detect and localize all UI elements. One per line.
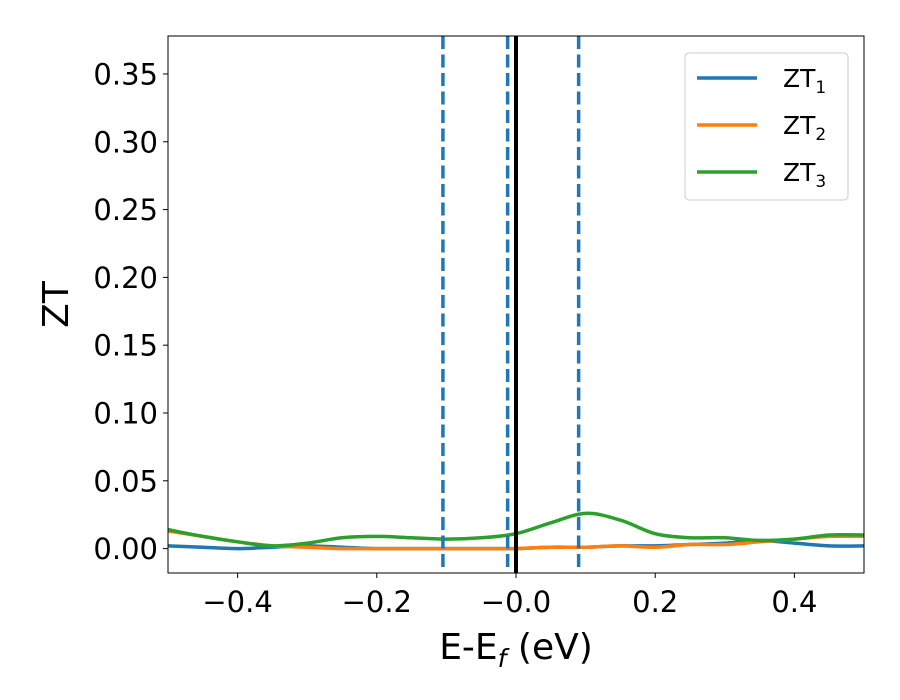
x-tick-label: 0.4 bbox=[771, 585, 817, 619]
y-tick-label: 0.20 bbox=[93, 261, 158, 295]
x-axis-title: E-Ef (eV) bbox=[439, 627, 593, 673]
x-tick-label: −0.2 bbox=[342, 585, 412, 619]
legend-label-1: ZT1 bbox=[783, 64, 826, 98]
legend-box bbox=[684, 52, 849, 201]
y-axis-ticks: 0.00 0.05 0.10 0.15 0.20 0.25 0.30 0.35 bbox=[93, 57, 168, 566]
x-tick-label: 0.2 bbox=[632, 585, 678, 619]
x-axis-title-suffix: (eV) bbox=[506, 627, 592, 668]
y-tick-label: 0.05 bbox=[93, 464, 158, 498]
x-axis-ticks: −0.4 −0.2 −0.0 0.2 0.4 bbox=[202, 573, 817, 619]
y-tick-label: 0.25 bbox=[93, 193, 158, 227]
legend-label-3: ZT3 bbox=[783, 158, 826, 192]
y-tick-label: 0.15 bbox=[93, 329, 158, 363]
y-tick-label: 0.00 bbox=[93, 532, 158, 566]
y-axis-title: ZT bbox=[36, 280, 77, 328]
reference-lines bbox=[441, 36, 581, 573]
y-tick-label: 0.35 bbox=[93, 57, 158, 91]
y-tick-label: 0.30 bbox=[93, 125, 158, 159]
legend-label-2: ZT2 bbox=[783, 111, 826, 145]
x-axis-title-main: E-E bbox=[439, 627, 497, 668]
x-tick-label: −0.0 bbox=[481, 585, 551, 619]
x-tick-label: −0.4 bbox=[202, 585, 272, 619]
legend: ZT1 ZT2 ZT3 bbox=[684, 52, 849, 201]
y-tick-label: 0.10 bbox=[93, 396, 158, 430]
